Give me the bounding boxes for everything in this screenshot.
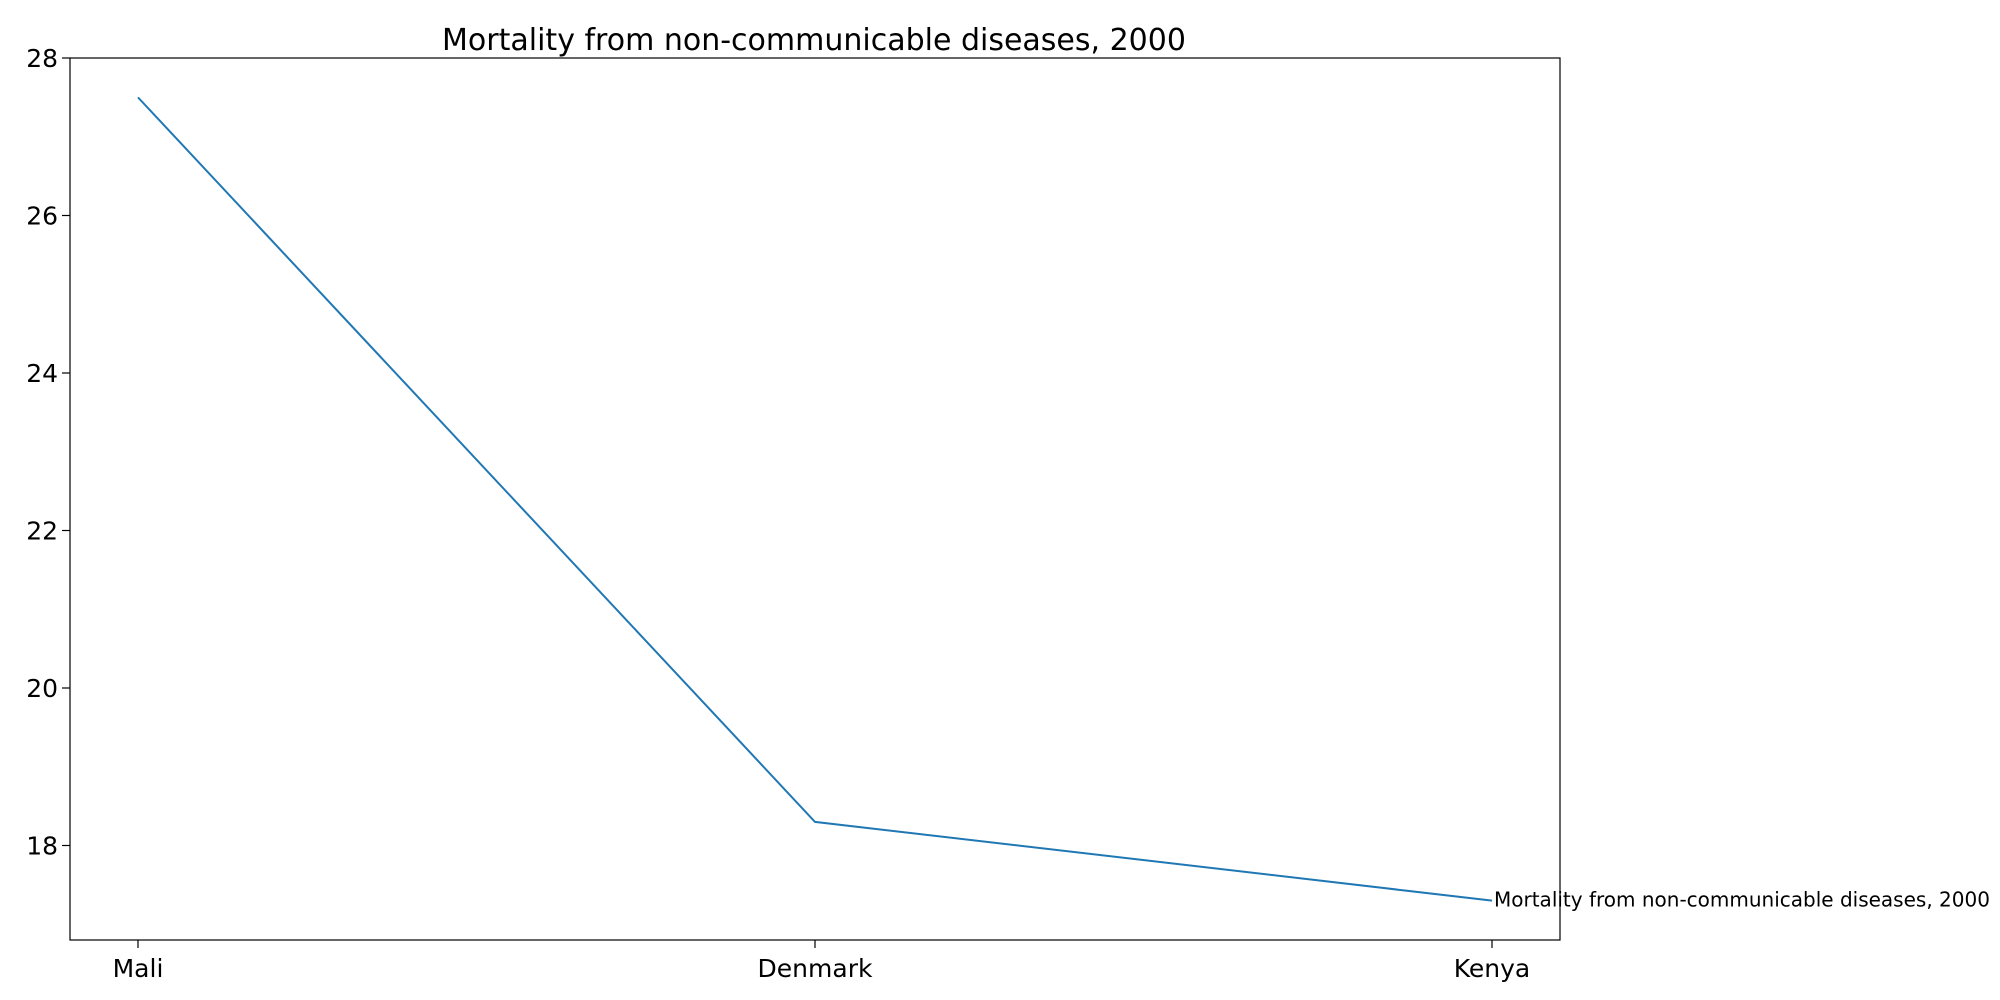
- y-tick-label: 20: [26, 674, 58, 703]
- chart-title: Mortality from non-communicable diseases…: [442, 23, 1186, 58]
- x-tick-label: Mali: [113, 954, 164, 983]
- y-tick-label: 18: [26, 832, 58, 861]
- y-tick-label: 26: [26, 202, 58, 231]
- plot-frame: [69, 57, 1561, 941]
- x-tick-label: Kenya: [1454, 954, 1531, 983]
- y-tick-label: 28: [26, 44, 58, 73]
- plot-area: 18 20 22 24 26 28 Mali Denmark Kenya Mortality fr…: [26, 44, 1990, 983]
- series-line: [137, 96, 1493, 902]
- y-tick-label: 24: [26, 359, 58, 388]
- series-end-label: Mortality from non-communicable diseases…: [1494, 888, 1990, 912]
- x-tick-label: Denmark: [758, 954, 873, 983]
- y-tick-label: 22: [26, 517, 58, 546]
